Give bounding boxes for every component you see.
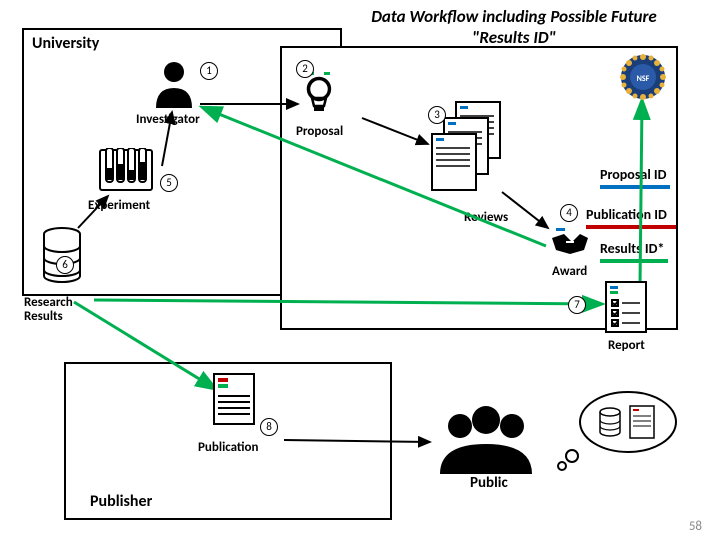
publisher-label: Publisher	[90, 492, 152, 511]
step-6: 6	[56, 256, 74, 274]
publication-label: Publication	[198, 440, 259, 455]
university-label: University	[32, 34, 99, 53]
step-3: 3	[428, 106, 446, 124]
step-5: 5	[160, 174, 178, 192]
step-1: 1	[200, 62, 218, 80]
public-icon	[432, 396, 562, 491]
award-label: Award	[552, 264, 587, 279]
award-icon	[548, 224, 592, 265]
investigator-label: Investigator	[136, 112, 200, 127]
legend-results-id: Results ID*	[600, 240, 668, 263]
nsf-logo-icon: NSF	[618, 52, 668, 107]
research-results-label: Research Results	[24, 296, 104, 325]
experiment-label: Experiment	[88, 198, 150, 213]
proposal-label: Proposal	[296, 124, 343, 139]
public-thought-icon	[552, 386, 682, 481]
legend-proposal-id: Proposal ID	[600, 166, 670, 189]
slide-number: 58	[689, 519, 702, 534]
step-4: 4	[560, 204, 578, 222]
investigator-icon	[150, 58, 198, 113]
diagram-title: Data Workflow including Possible Future …	[344, 6, 684, 48]
publication-icon	[212, 372, 256, 431]
step-7: 7	[568, 296, 586, 314]
step-2: 2	[296, 60, 314, 78]
proposal-lightbulb-icon	[302, 72, 336, 121]
report-label: Report	[608, 338, 645, 353]
reviews-label: Reviews	[464, 210, 508, 225]
legend-publication-id: Publication ID	[586, 206, 676, 229]
experiment-icon	[98, 148, 154, 199]
report-icon	[604, 280, 648, 339]
step-8: 8	[260, 418, 278, 436]
svg-text:NSF: NSF	[637, 74, 650, 84]
